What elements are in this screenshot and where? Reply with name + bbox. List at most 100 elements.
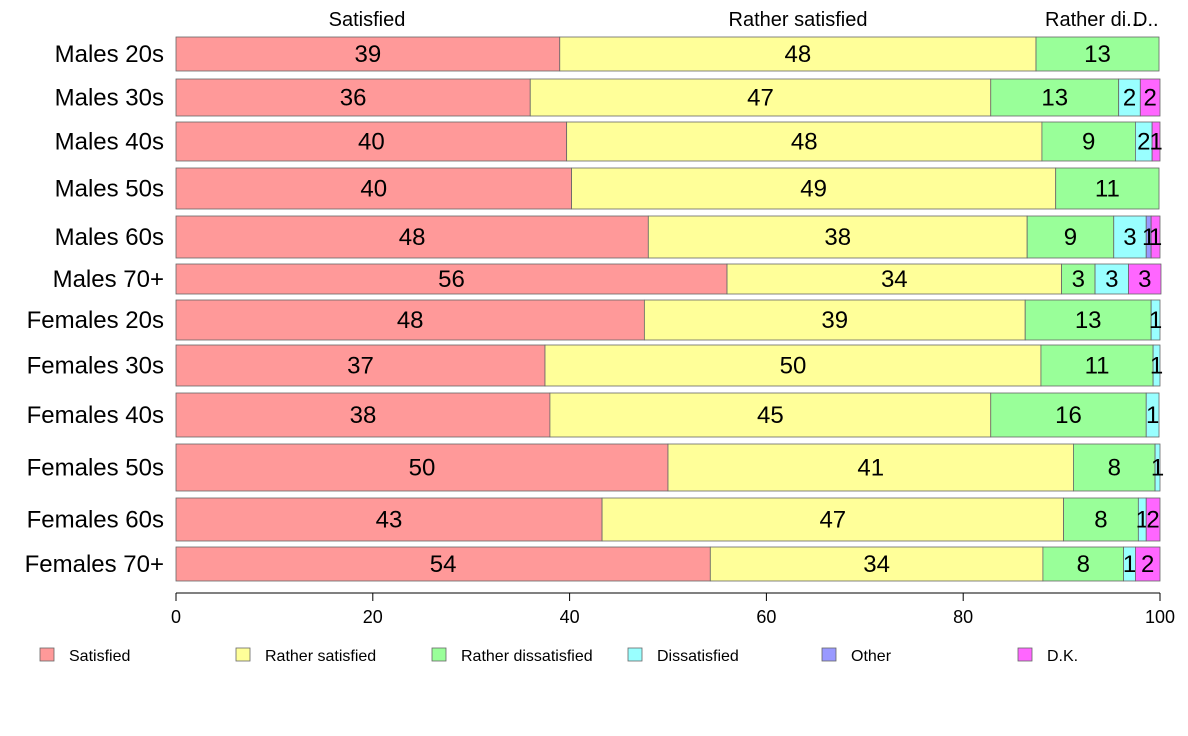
data-label-females-60s-satisfied: 43: [376, 507, 403, 534]
legend-swatch-dissatisfied: [627, 647, 643, 662]
bar-males-30s-satisfied: [175, 78, 531, 117]
top-label-1: Satisfied: [329, 9, 406, 31]
data-label-females-50s-rather-satisfied: 41: [857, 455, 884, 482]
bar-females-70-rather-satisfied: [709, 546, 1044, 582]
data-label-males-40s-rather-dissatisfied: 9: [1082, 129, 1095, 156]
x-tick-label-80: 80: [953, 607, 973, 627]
bar-males-60s-d-k: [1150, 215, 1161, 259]
bar-females-20s-rather-dissatisfied: [1024, 299, 1152, 341]
bar-males-50s-rather-dissatisfied: [1055, 167, 1160, 210]
data-label-females-30s-dissatisfied: 1: [1150, 353, 1163, 380]
row-label-females-60s: Females 60s: [27, 507, 164, 534]
data-label-males-50s-rather-satisfied: 49: [800, 176, 827, 203]
data-label-females-40s-rather-dissatisfied: 16: [1055, 402, 1082, 429]
data-label-females-60s-dissatisfied: 1: [1136, 507, 1149, 534]
row-label-males-40s: Males 40s: [55, 129, 164, 156]
bar-females-40s-satisfied: [175, 392, 551, 438]
row-labels: Males 20s Males 30s Males 40s Males 50s Male…: [25, 41, 164, 578]
top-label-3: Rather di...: [1045, 9, 1143, 31]
data-label-males-20s-rather-dissatisfied: 13: [1084, 41, 1111, 68]
row-label-females-20s: Females 20s: [27, 307, 164, 334]
data-label-males-60s-d-k: 1: [1149, 224, 1162, 251]
bar-males-30s-d-k: [1139, 78, 1161, 117]
x-axis: 0 20 40 60 80 100: [171, 592, 1175, 627]
data-label-females-50s-rather-dissatisfied: 8: [1108, 455, 1121, 482]
data-label-females-20s-rather-satisfied: 39: [821, 307, 848, 334]
bar-males-20s-rather-dissatisfied: [1035, 36, 1160, 72]
row-label-females-30s: Females 30s: [27, 353, 164, 380]
data-label-males-70-rather-dissatisfied: 3: [1072, 266, 1085, 293]
row-label-males-20s: Males 20s: [55, 41, 164, 68]
row-label-males-60s: Males 60s: [55, 224, 164, 251]
row-label-females-40s: Females 40s: [27, 402, 164, 429]
bar-males-30s-rather-dissatisfied: [990, 78, 1120, 117]
row-label-males-70: Males 70+: [53, 266, 164, 293]
legend-swatch-other: [821, 647, 837, 662]
data-label-females-40s-rather-satisfied: 45: [757, 402, 784, 429]
data-label-males-60s-dissatisfied: 3: [1123, 224, 1136, 251]
legend-swatch-rather-dissatisfied: [431, 647, 447, 662]
bar-males-40s-d-k: [1151, 121, 1161, 162]
row-label-females-50s: Females 50s: [27, 455, 164, 482]
bar-males-60s-rather-dissatisfied: [1026, 215, 1115, 259]
x-tick-label-40: 40: [560, 607, 580, 627]
data-label-males-40s-satisfied: 40: [358, 129, 385, 156]
bar-females-20s-rather-satisfied: [643, 299, 1026, 341]
data-label-females-40s-satisfied: 38: [350, 402, 377, 429]
data-label-females-20s-rather-dissatisfied: 13: [1075, 307, 1102, 334]
data-label-males-30s-rather-satisfied: 47: [747, 85, 774, 112]
bar-females-50s-satisfied: [175, 443, 669, 492]
data-label-females-20s-satisfied: 48: [397, 307, 424, 334]
data-label-females-60s-d-k: 2: [1146, 507, 1159, 534]
legend-swatch-rather-satisfied: [235, 647, 251, 662]
legend-label-d-k: D.K.: [1047, 648, 1078, 665]
data-label-females-40s-dissatisfied: 1: [1146, 402, 1159, 429]
bar-males-50s-rather-satisfied: [571, 167, 1057, 210]
row-label-males-50s: Males 50s: [55, 176, 164, 203]
legend-label-other: Other: [851, 648, 892, 665]
bar-females-30s-satisfied: [175, 344, 546, 387]
bar-females-50s-dissatisfied: [1154, 443, 1161, 492]
bar-males-70-rather-dissatisfied: [1061, 263, 1096, 295]
data-label-males-40s-dissatisfied: 2: [1137, 129, 1150, 156]
data-label-males-70-rather-satisfied: 34: [881, 266, 908, 293]
bar-females-40s-rather-dissatisfied: [990, 392, 1147, 438]
data-label-females-30s-rather-satisfied: 50: [780, 353, 807, 380]
bar-females-60s-rather-satisfied: [601, 497, 1064, 542]
data-label-females-60s-rather-dissatisfied: 8: [1094, 507, 1107, 534]
bar-males-20s-satisfied: [175, 36, 561, 72]
data-label-males-40s-rather-satisfied: 48: [791, 129, 818, 156]
bar-females-30s-rather-dissatisfied: [1040, 344, 1154, 387]
bar-females-60s-d-k: [1145, 497, 1161, 542]
data-label-females-30s-satisfied: 37: [347, 353, 374, 380]
top-label-2: Rather satisfied: [729, 9, 868, 31]
bar-females-40s-dissatisfied: [1145, 392, 1160, 438]
bar-females-70-d-k: [1135, 546, 1161, 582]
bar-males-60s-dissatisfied: [1113, 215, 1147, 259]
data-label-males-40s-d-k: 1: [1149, 129, 1162, 156]
data-label-females-60s-rather-satisfied: 47: [819, 507, 846, 534]
data-label-males-20s-rather-satisfied: 48: [785, 41, 812, 68]
data-label-males-30s-rather-dissatisfied: 13: [1041, 85, 1068, 112]
bar-females-60s-satisfied: [175, 497, 603, 542]
legend-label-satisfied: Satisfied: [69, 648, 130, 665]
data-label-males-50s-rather-dissatisfied: 11: [1095, 176, 1120, 203]
bar-males-40s-rather-satisfied: [566, 121, 1043, 162]
bar-females-30s-dissatisfied: [1152, 344, 1161, 387]
bar-males-70-satisfied: [175, 263, 728, 295]
bar-males-70-d-k: [1128, 263, 1162, 295]
row-label-females-70: Females 70+: [25, 551, 164, 578]
bar-females-40s-rather-satisfied: [549, 392, 992, 438]
data-label-females-30s-rather-dissatisfied: 11: [1085, 353, 1110, 380]
bar-females-70-satisfied: [175, 546, 711, 582]
bar-males-30s-rather-satisfied: [529, 78, 992, 117]
bar-males-70-rather-satisfied: [726, 263, 1062, 295]
bar-males-20s-rather-satisfied: [559, 36, 1037, 72]
data-label-males-20s-satisfied: 39: [355, 41, 382, 68]
data-label-males-30s-d-k: 2: [1143, 85, 1156, 112]
x-tick-label-100: 100: [1145, 607, 1175, 627]
legend-swatch-satisfied: [39, 647, 55, 662]
x-tick-label-0: 0: [171, 607, 181, 627]
